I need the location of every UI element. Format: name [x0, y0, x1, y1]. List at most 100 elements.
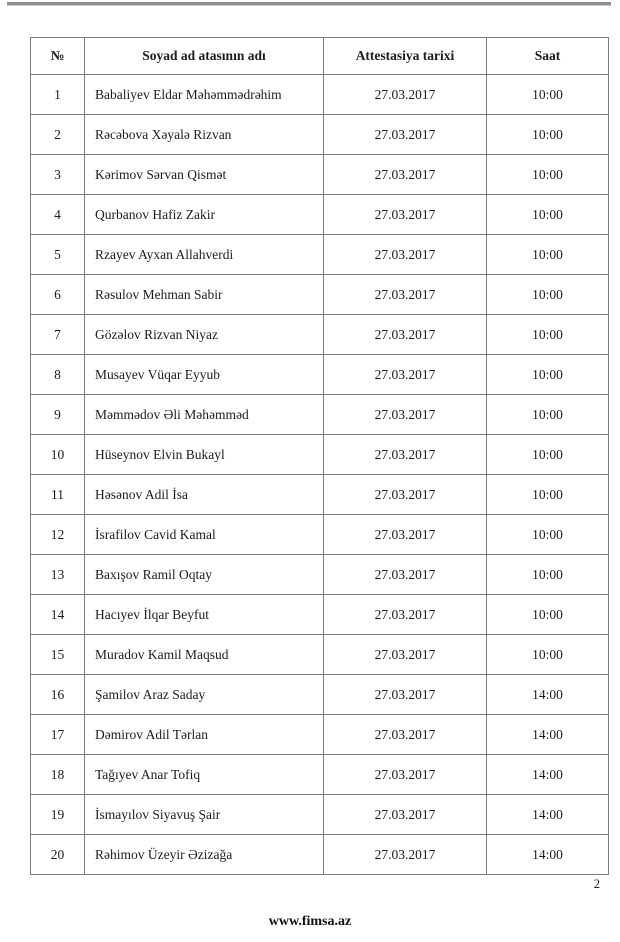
- date-cell: 27.03.2017: [323, 394, 487, 435]
- name-cell: Babaliyev Eldar Məhəmmədrəhim: [84, 74, 324, 115]
- name-cell: Rəhimov Üzeyir Əzizağa: [84, 834, 324, 875]
- row-number-cell: 19: [30, 794, 85, 835]
- date-cell: 27.03.2017: [323, 274, 487, 315]
- row-number-cell: 20: [30, 834, 85, 875]
- name-cell: Tağıyev Anar Tofiq: [84, 754, 324, 795]
- table-row: 16 Şamilov Araz Saday 27.03.2017 14:00: [30, 674, 609, 715]
- time-cell: 14:00: [486, 674, 609, 715]
- header-time: Saat: [486, 37, 609, 75]
- date-cell: 27.03.2017: [323, 514, 487, 555]
- table-header: № Soyad ad atasının adı Attestasiya tari…: [30, 37, 609, 75]
- row-number-cell: 12: [30, 514, 85, 555]
- table-row: 4 Qurbanov Hafiz Zakir 27.03.2017 10:00: [30, 194, 609, 235]
- row-number-cell: 1: [30, 74, 85, 115]
- date-cell: 27.03.2017: [323, 754, 487, 795]
- time-cell: 10:00: [486, 194, 609, 235]
- date-cell: 27.03.2017: [323, 714, 487, 755]
- time-cell: 14:00: [486, 794, 609, 835]
- date-cell: 27.03.2017: [323, 674, 487, 715]
- row-number-cell: 2: [30, 114, 85, 155]
- row-number-cell: 6: [30, 274, 85, 315]
- name-cell: Şamilov Araz Saday: [84, 674, 324, 715]
- table-row: 1 Babaliyev Eldar Məhəmmədrəhim 27.03.2017…: [30, 74, 609, 115]
- table-row: 12 İsrafilov Cavid Kamal 27.03.2017 10:00: [30, 514, 609, 555]
- table-row: 13 Baxışov Ramil Oqtay 27.03.2017 10:00: [30, 554, 609, 595]
- time-cell: 10:00: [486, 354, 609, 395]
- row-number-cell: 11: [30, 474, 85, 515]
- time-cell: 10:00: [486, 554, 609, 595]
- header-date: Attestasiya tarixi: [323, 37, 487, 75]
- time-cell: 10:00: [486, 474, 609, 515]
- table-row: 10 Hüseynov Elvin Bukayl 27.03.2017 10:00: [30, 434, 609, 475]
- page-number: 2: [593, 877, 600, 891]
- date-cell: 27.03.2017: [323, 634, 487, 675]
- date-cell: 27.03.2017: [323, 594, 487, 635]
- table-header-row: № Soyad ad atasının adı Attestasiya tari…: [30, 37, 609, 75]
- table-row: 9 Məmmədov Əli Məhəmməd 27.03.2017 10:00: [30, 394, 609, 435]
- date-cell: 27.03.2017: [323, 154, 487, 195]
- name-cell: Dəmirov Adil Tərlan: [84, 714, 324, 755]
- time-cell: 10:00: [486, 234, 609, 275]
- table-row: 3 Kərimov Sərvan Qismət 27.03.2017 10:00: [30, 154, 609, 195]
- table-row: 15 Muradov Kamil Maqsud 27.03.2017 10:00: [30, 634, 609, 675]
- name-cell: Musayev Vüqar Eyyub: [84, 354, 324, 395]
- row-number-cell: 14: [30, 594, 85, 635]
- time-cell: 10:00: [486, 114, 609, 155]
- row-number-cell: 13: [30, 554, 85, 595]
- name-cell: Baxışov Ramil Oqtay: [84, 554, 324, 595]
- row-number-cell: 5: [30, 234, 85, 275]
- row-number-cell: 3: [30, 154, 85, 195]
- time-cell: 10:00: [486, 274, 609, 315]
- name-cell: Həsənov Adil İsa: [84, 474, 324, 515]
- time-cell: 10:00: [486, 634, 609, 675]
- row-number-cell: 9: [30, 394, 85, 435]
- name-cell: Rəcəbova Xəyalə Rizvan: [84, 114, 324, 155]
- page-top-divider: [7, 2, 611, 6]
- date-cell: 27.03.2017: [323, 834, 487, 875]
- row-number-cell: 16: [30, 674, 85, 715]
- table-row: 20 Rəhimov Üzeyir Əzizağa 27.03.2017 14:00: [30, 834, 609, 875]
- date-cell: 27.03.2017: [323, 554, 487, 595]
- table-row: 19 İsmayılov Siyavuş Şair 27.03.2017 14:00: [30, 794, 609, 835]
- date-cell: 27.03.2017: [323, 234, 487, 275]
- row-number-cell: 4: [30, 194, 85, 235]
- time-cell: 14:00: [486, 754, 609, 795]
- date-cell: 27.03.2017: [323, 354, 487, 395]
- date-cell: 27.03.2017: [323, 434, 487, 475]
- table-row: 17 Dəmirov Adil Tərlan 27.03.2017 14:00: [30, 714, 609, 755]
- name-cell: Rəsulov Mehman Sabir: [84, 274, 324, 315]
- date-cell: 27.03.2017: [323, 74, 487, 115]
- footer-website-url: www.fimsa.az: [268, 914, 352, 929]
- date-cell: 27.03.2017: [323, 114, 487, 155]
- time-cell: 14:00: [486, 834, 609, 875]
- name-cell: Qurbanov Hafiz Zakir: [84, 194, 324, 235]
- name-cell: Hacıyev İlqar Beyfut: [84, 594, 324, 635]
- table-row: 2 Rəcəbova Xəyalə Rizvan 27.03.2017 10:00: [30, 114, 609, 155]
- table-row: 18 Tağıyev Anar Tofiq 27.03.2017 14:00: [30, 754, 609, 795]
- row-number-cell: 10: [30, 434, 85, 475]
- time-cell: 10:00: [486, 154, 609, 195]
- time-cell: 10:00: [486, 74, 609, 115]
- name-cell: Kərimov Sərvan Qismət: [84, 154, 324, 195]
- date-cell: 27.03.2017: [323, 314, 487, 355]
- table-body: 1 Babaliyev Eldar Məhəmmədrəhim 27.03.2017…: [30, 74, 609, 875]
- row-number-cell: 15: [30, 634, 85, 675]
- time-cell: 10:00: [486, 434, 609, 475]
- name-cell: Hüseynov Elvin Bukayl: [84, 434, 324, 475]
- date-cell: 27.03.2017: [323, 474, 487, 515]
- header-name: Soyad ad atasının adı: [84, 37, 324, 75]
- time-cell: 10:00: [486, 394, 609, 435]
- name-cell: Muradov Kamil Maqsud: [84, 634, 324, 675]
- table-row: 6 Rəsulov Mehman Sabir 27.03.2017 10:00: [30, 274, 609, 315]
- row-number-cell: 7: [30, 314, 85, 355]
- row-number-cell: 17: [30, 714, 85, 755]
- time-cell: 14:00: [486, 714, 609, 755]
- date-cell: 27.03.2017: [323, 194, 487, 235]
- time-cell: 10:00: [486, 314, 609, 355]
- name-cell: Məmmədov Əli Məhəmməd: [84, 394, 324, 435]
- header-number: №: [30, 37, 85, 75]
- table-row: 11 Həsənov Adil İsa 27.03.2017 10:00: [30, 474, 609, 515]
- name-cell: İsrafilov Cavid Kamal: [84, 514, 324, 555]
- name-cell: İsmayılov Siyavuş Şair: [84, 794, 324, 835]
